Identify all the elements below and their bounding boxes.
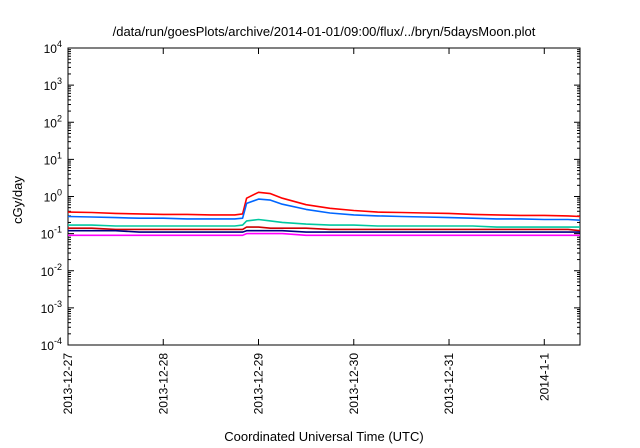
y-tick-label: 100 (44, 188, 62, 205)
y-tick-label: 10-1 (41, 225, 62, 242)
series-group (67, 191, 581, 237)
x-axis: 2013-12-27 2013-12-28 2013-12-29 2013-12-30… (61, 48, 551, 414)
series-line-6 (68, 232, 580, 237)
chart-title: /data/run/goesPlots/archive/2014-01-01/0… (113, 24, 536, 39)
x-tick-label: 2013-12-27 (61, 353, 75, 415)
x-tick-label: 2014-1-1 (537, 353, 551, 401)
series-line-2 (67, 198, 581, 221)
y-tick-label: 103 (44, 76, 62, 93)
x-tick-label: 2013-12-28 (156, 353, 170, 415)
y-tick-label: 10-4 (41, 336, 62, 353)
y-tick-label: 104 (44, 39, 62, 56)
y-axis: 10-4 10-3 10-2 10-1 100 101 102 103 104 (41, 39, 580, 353)
y-tick-label: 101 (44, 150, 62, 167)
y-tick-label: 102 (44, 113, 62, 130)
y-axis-label: cGy/day (10, 176, 25, 224)
x-tick-label: 2013-12-31 (442, 353, 456, 415)
x-tick-label: 2013-12-29 (252, 353, 266, 415)
series-line-5 (68, 229, 580, 233)
y-tick-label: 10-3 (41, 299, 62, 316)
x-axis-label: Coordinated Universal Time (UTC) (224, 429, 423, 444)
y-tick-label: 10-2 (41, 262, 62, 279)
x-tick-label: 2013-12-30 (347, 353, 361, 415)
series-line-4 (68, 226, 581, 232)
series-line-1 (67, 191, 581, 218)
plot-frame (67, 47, 581, 346)
series-line-3 (68, 218, 580, 228)
